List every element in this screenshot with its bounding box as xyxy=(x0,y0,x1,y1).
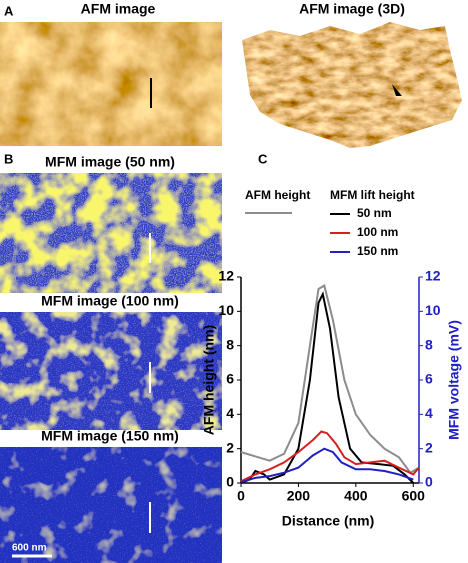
mfm-image xyxy=(0,447,222,563)
mfm-image xyxy=(0,312,222,430)
line xyxy=(240,447,414,484)
panel-letter: A xyxy=(4,3,14,18)
y2-axis-label: MFM voltage (mV) xyxy=(446,320,462,440)
x-tick-label: 600 xyxy=(402,488,426,504)
legend-label: AFM height xyxy=(245,188,310,202)
y2-tick-label: 10 xyxy=(425,302,441,318)
afm-3d-image xyxy=(242,22,462,148)
legend-label: 100 nm xyxy=(357,225,398,239)
legend-label: 150 nm xyxy=(357,244,398,258)
y-tick-label: 0 xyxy=(226,474,234,490)
legend-title: MFM lift height xyxy=(330,188,415,202)
x-tick-label: 200 xyxy=(287,488,311,504)
x-axis-label: Distance (nm) xyxy=(282,513,375,529)
y-tick-label: 4 xyxy=(226,405,234,421)
y-axis-label: AFM height (nm) xyxy=(201,325,217,435)
chart: 0 2 4 6 8 10 12 0 2 4 6 8 10 12 0 200 400 600 Distance (nm… xyxy=(201,188,462,529)
y2-tick-label: 2 xyxy=(425,439,433,455)
y2-tick-label: 6 xyxy=(425,371,433,387)
panel-title: MFM image (150 nm) xyxy=(41,428,179,444)
y-tick-label: 6 xyxy=(226,371,234,387)
y2-tick-label: 0 xyxy=(425,474,433,490)
line xyxy=(240,291,415,484)
y-tick-label: 2 xyxy=(226,439,234,455)
y-tick-label: 8 xyxy=(226,336,234,352)
x-tick-label: 400 xyxy=(344,488,368,504)
panel-title: AFM image xyxy=(81,1,156,17)
mfm-image xyxy=(0,173,222,293)
panel-letter: C xyxy=(258,151,268,166)
afm-image xyxy=(0,22,222,146)
y-tick-label: 10 xyxy=(218,302,234,318)
y2-tick-label: 4 xyxy=(425,405,433,421)
panel-letter: B xyxy=(4,151,13,166)
marker xyxy=(392,84,402,96)
legend-label: 50 nm xyxy=(357,206,392,220)
x-tick-label: 0 xyxy=(237,488,245,504)
panel-title: AFM image (3D) xyxy=(299,1,405,17)
line xyxy=(240,284,420,475)
y2-tick-label: 12 xyxy=(425,268,441,284)
line xyxy=(240,430,420,483)
y2-tick-label: 8 xyxy=(425,336,433,352)
scale-bar-label: 600 nm xyxy=(12,543,47,554)
panel-title: MFM image (100 nm) xyxy=(41,293,179,309)
panel-title: MFM image (50 nm) xyxy=(45,154,175,170)
y-tick-label: 12 xyxy=(218,268,234,284)
